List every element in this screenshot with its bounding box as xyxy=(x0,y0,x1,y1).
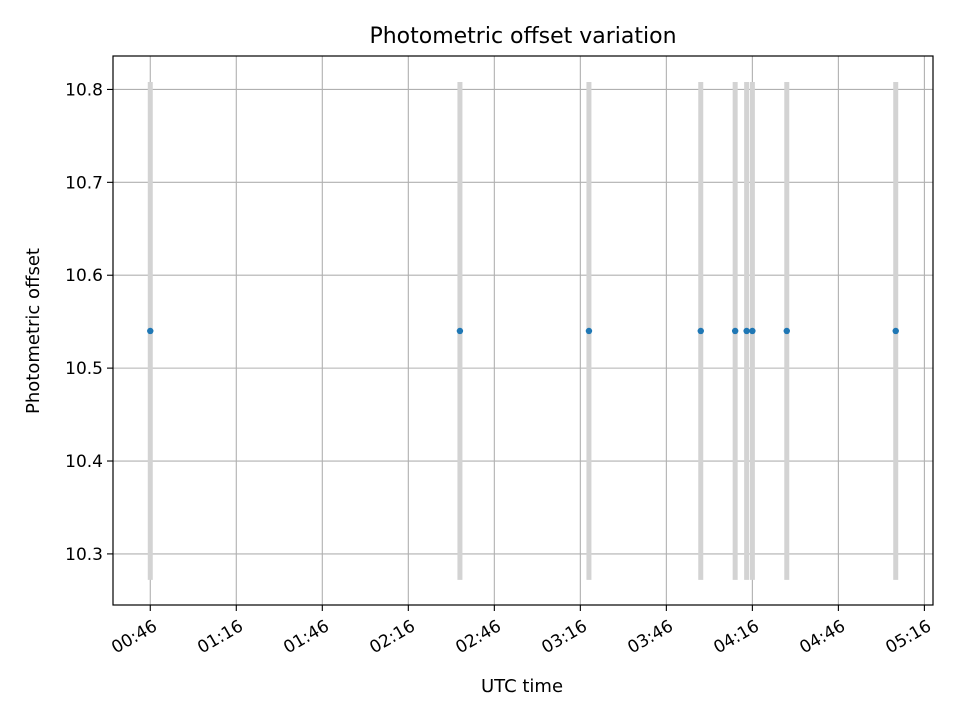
plot-frame xyxy=(112,55,934,606)
chart-title: Photometric offset variation xyxy=(369,24,676,49)
grid-layer xyxy=(113,56,933,605)
x-tick-label: 04:16 xyxy=(710,616,762,658)
x-tick-label: 00:46 xyxy=(108,616,160,658)
x-tick-label: 01:46 xyxy=(280,616,332,658)
data-point xyxy=(731,327,739,335)
x-tick-label: 04:46 xyxy=(796,616,848,658)
x-tick-label: 03:16 xyxy=(538,616,590,658)
data-point xyxy=(743,327,750,335)
marker-layer xyxy=(147,327,899,335)
data-point xyxy=(783,327,790,335)
y-tick-label: 10.6 xyxy=(65,266,103,286)
data-point xyxy=(749,327,756,335)
tick-layer: 10.3 10.4 10.5 10.6 10.7 10.8 00:46 01:16 01:46 0… xyxy=(65,80,935,658)
y-axis-label: Photometric offset xyxy=(23,248,44,414)
y-tick-label: 10.3 xyxy=(65,545,103,565)
y-tick-label: 10.4 xyxy=(65,452,103,472)
x-tick-label: 02:46 xyxy=(452,616,504,658)
x-axis-label: UTC time xyxy=(481,676,563,697)
y-tick-label: 10.8 xyxy=(65,80,103,100)
data-point xyxy=(585,327,593,335)
data-point xyxy=(147,327,154,335)
y-tick-label: 10.5 xyxy=(65,359,103,379)
x-tick-label: 01:16 xyxy=(194,616,246,658)
x-tick-label: 02:16 xyxy=(366,616,418,658)
x-tick-label: 03:46 xyxy=(624,616,676,658)
data-point xyxy=(456,327,464,335)
y-tick-label: 10.7 xyxy=(65,173,103,193)
data-point xyxy=(697,327,704,335)
x-tick-label: 05:16 xyxy=(882,616,934,658)
data-point xyxy=(892,327,899,335)
